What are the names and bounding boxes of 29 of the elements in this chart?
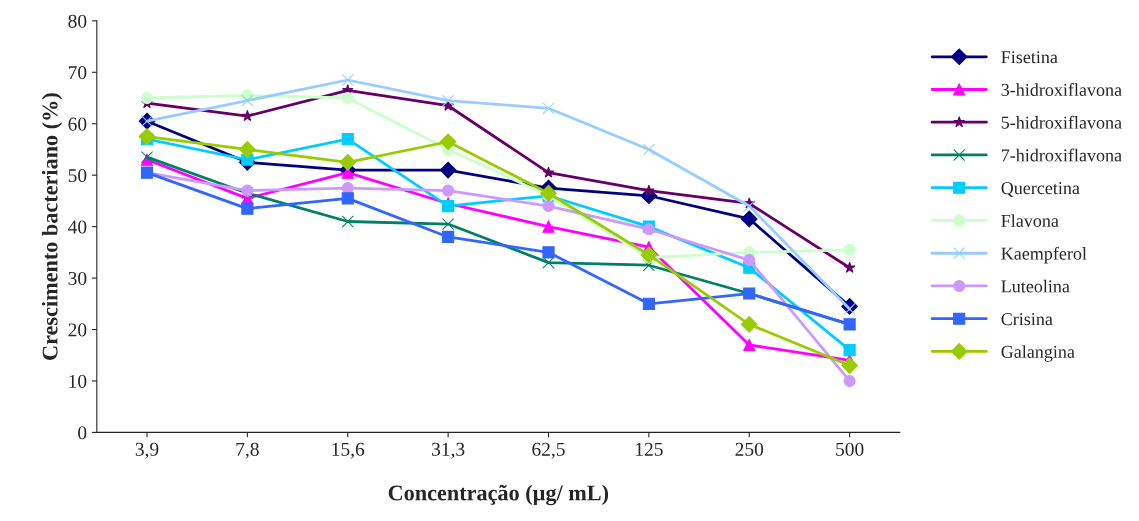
y-tick-label: 80 xyxy=(68,14,87,28)
legend-label: Fisetina xyxy=(1001,51,1058,64)
y-tick-label: 50 xyxy=(68,169,87,183)
x-tick-label: 15,6 xyxy=(332,442,365,459)
x-tick-label: 7,8 xyxy=(236,442,259,459)
y-tick-label: 60 xyxy=(68,117,87,131)
legend-label: Quercetina xyxy=(1001,182,1080,197)
legend-label: 7-hidroxiflavona xyxy=(1001,148,1122,162)
x-tick-label: 62,5 xyxy=(532,442,565,459)
x-tick-label: 3,9 xyxy=(135,442,159,459)
y-tick-label: 40 xyxy=(68,220,87,234)
legend-label: 3-hidroxiflavona xyxy=(1001,83,1122,96)
legend-label: Kaempferol xyxy=(1001,246,1087,264)
y-tick-label: 10 xyxy=(69,374,87,388)
x-tick-label: 125 xyxy=(636,442,663,456)
legend-label: Galangina xyxy=(1001,345,1075,362)
x-axis-title: Concentração (µg/ mL) xyxy=(388,484,609,506)
x-tick-label: 250 xyxy=(735,442,764,456)
legend-label: Luteolina xyxy=(1001,279,1070,293)
x-tick-label: 500 xyxy=(836,442,864,456)
legend-label: Flavona xyxy=(1001,214,1059,227)
y-tick-label: 30 xyxy=(68,271,87,286)
y-tick-label: 0 xyxy=(78,426,87,440)
y-axis-title: Crescimento bacteriano (%) xyxy=(41,93,63,360)
legend-label: 5-hidroxiflavona xyxy=(1001,115,1122,129)
legend-label: Crisina xyxy=(1001,313,1053,326)
y-tick-label: 70 xyxy=(68,66,87,80)
x-tick-label: 31,3 xyxy=(432,442,465,459)
y-tick-label: 20 xyxy=(68,323,87,337)
